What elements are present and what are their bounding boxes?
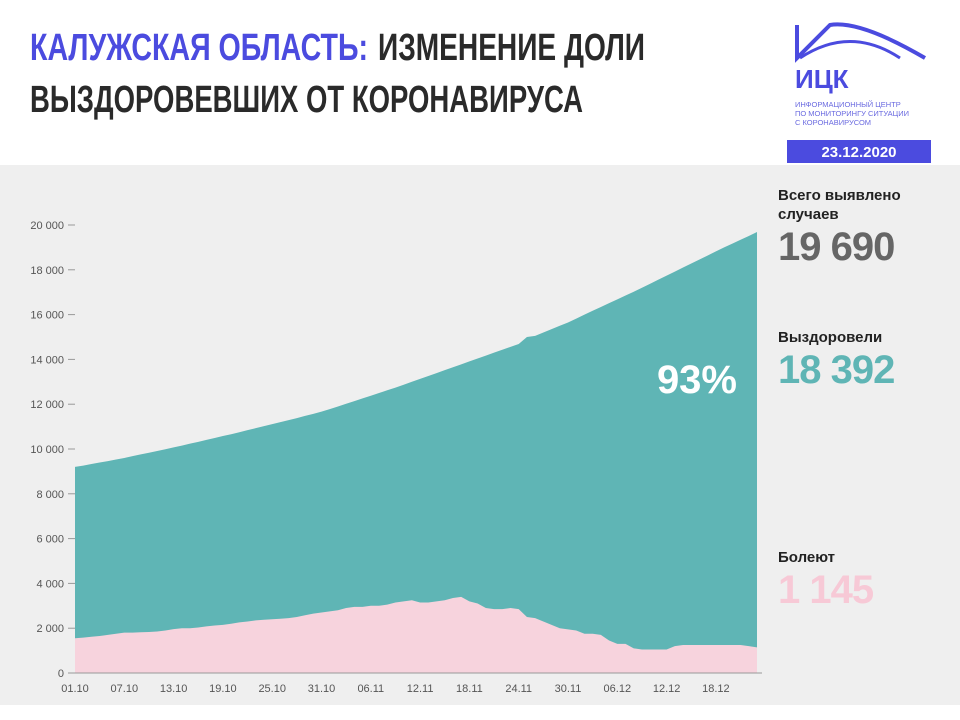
logo-caption: С КОРОНАВИРУСОМ [795, 118, 871, 127]
date-box [787, 140, 931, 163]
plot [75, 231, 757, 673]
x-tick-label: 12.11 [407, 683, 434, 695]
x-tick-label: 18.11 [456, 683, 483, 695]
area [75, 596, 757, 673]
title: ВЫЗДОРОВЕВШИХ ОТ КОРОНАВИРУСА [30, 79, 583, 121]
y-tick-label: 14 000 [30, 354, 64, 366]
y-tick-label: 12 000 [30, 399, 64, 411]
area [75, 231, 757, 673]
x-tick-label: 19.10 [209, 683, 237, 695]
y-tick-label: 10 000 [30, 444, 64, 456]
x-tick-label: 18.12 [702, 683, 730, 695]
stat: Выздоровели 18 392 [778, 328, 948, 393]
x-tick-label: 06.11 [357, 683, 384, 695]
annotation: 93% [657, 358, 737, 402]
x-tick-label: 01.10 [61, 683, 89, 695]
stat: Болеют 1 145 [778, 548, 948, 613]
x-tick-label: 25.10 [258, 683, 286, 695]
x-tick-label: 30.11 [555, 683, 582, 695]
x-tick-label: 06.12 [604, 683, 632, 695]
x-tick-label: 13.10 [160, 683, 188, 695]
stat-value: 1 145 [778, 568, 874, 612]
y-tick-label: 6 000 [36, 534, 64, 546]
stat-value: 19 690 [778, 225, 895, 269]
date: 23.12.2020 [821, 144, 896, 161]
logo-text: ИЦК [795, 64, 849, 94]
y-tick-label: 2 000 [36, 623, 64, 635]
stat-label: Выздоровели [778, 329, 883, 346]
y-tick-label: 16 000 [30, 310, 64, 322]
stat-label: Всего выявлено случаев [778, 187, 901, 223]
x-tick-label: 24.11 [505, 683, 532, 695]
y-tick-label: 0 [58, 668, 64, 680]
x-tick-label: 31.10 [308, 683, 336, 695]
title: ИЗМЕНЕНИЕ ДОЛИ [378, 27, 645, 69]
logo-caption: ПО МОНИТОРИНГУ СИТУАЦИИ [795, 109, 909, 118]
x-tick-label: 12.12 [653, 683, 681, 695]
y-tick-label: 18 000 [30, 265, 64, 277]
stat-value: 18 392 [778, 348, 895, 392]
logo: ИЦК ИНФОРМАЦИОННЫЙ ЦЕНТР ПО МОНИТОРИНГУ … [787, 22, 931, 163]
title: КАЛУЖСКАЯ ОБЛАСТЬ: [30, 27, 368, 69]
y-tick-label: 8 000 [36, 489, 64, 501]
y-tick-label: 4 000 [36, 578, 64, 590]
stat: Всего выявлено случаев 19 690 [778, 186, 948, 270]
x-tick-label: 07.10 [111, 683, 139, 695]
y-tick-label: 20 000 [30, 220, 64, 232]
stat-label: Болеют [778, 549, 836, 566]
logo-caption: ИНФОРМАЦИОННЫЙ ЦЕНТР [795, 100, 901, 109]
